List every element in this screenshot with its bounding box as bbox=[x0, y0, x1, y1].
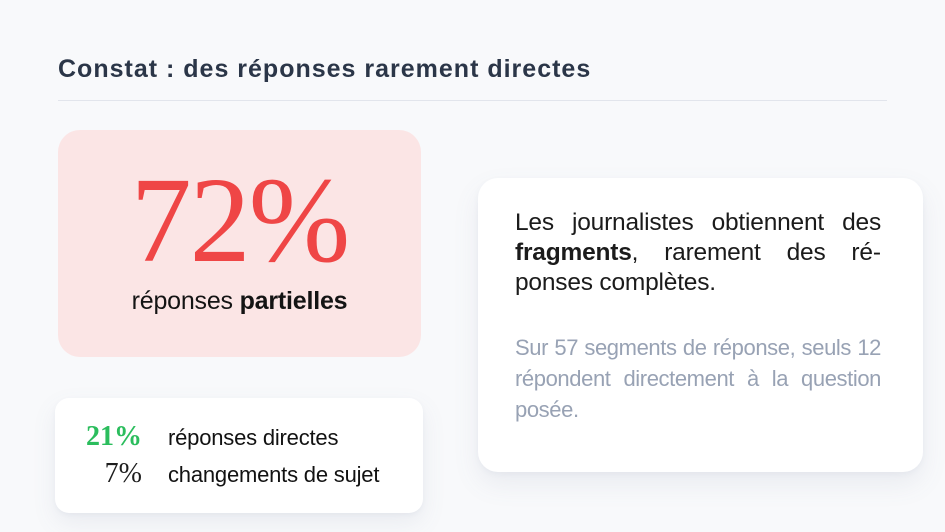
breakdown-value-direct: 21% bbox=[86, 421, 142, 452]
stat-label: réponses partielles bbox=[132, 287, 348, 316]
insight-main-before: Les journalistes obtiennent des bbox=[515, 209, 881, 236]
stat-label-bold: partielles bbox=[239, 287, 348, 316]
stat-card-partial-answers: 72% réponses partielles bbox=[58, 130, 421, 357]
insight-card: Les journalistes obtiennent des fragment… bbox=[478, 178, 923, 472]
insight-paragraph-main: Les journalistes obtiennent des fragment… bbox=[515, 208, 881, 298]
breakdown-label-direct: réponses directes bbox=[168, 425, 339, 450]
breakdown-card: 21% réponses directes 7% changements de … bbox=[55, 398, 423, 513]
breakdown-row-topic-change: 7% changements de sujet bbox=[55, 460, 423, 488]
breakdown-row-direct: 21% réponses directes bbox=[55, 423, 423, 451]
stat-label-regular: réponses bbox=[131, 287, 240, 316]
insight-main-bold: fragments bbox=[515, 239, 632, 266]
insight-main-after: , rarement des ré­ponses complètes. bbox=[515, 239, 881, 296]
page-title: Constat : des réponses rarement directes bbox=[58, 54, 592, 83]
breakdown-label-topic-change: changements de sujet bbox=[168, 462, 380, 487]
stat-value-72-percent: 72% bbox=[130, 152, 351, 288]
breakdown-value-topic-change: 7% bbox=[104, 458, 142, 489]
insight-paragraph-secondary: Sur 57 segments de réponse, seuls 12 rép… bbox=[515, 335, 881, 422]
title-divider bbox=[58, 100, 887, 101]
